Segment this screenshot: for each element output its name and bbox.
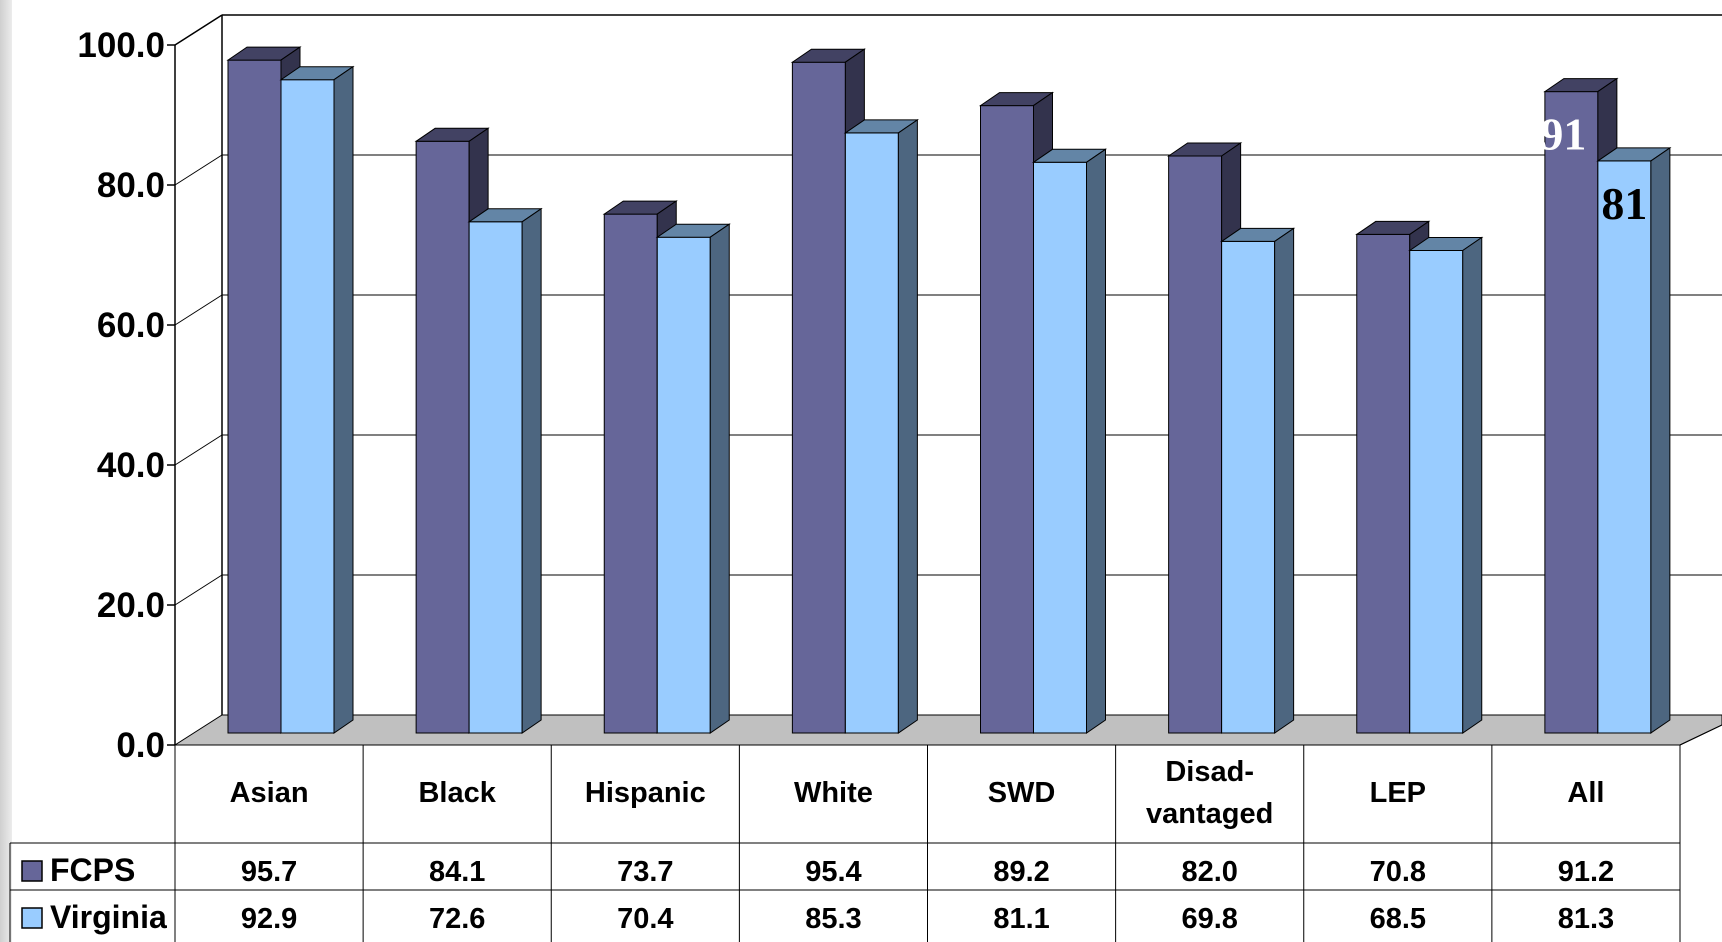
table-cell-value: 95.4 (805, 856, 861, 888)
y-gridline-diagonal (174, 154, 223, 186)
y-gridline-diagonal (174, 14, 223, 46)
table-cell-value: 81.1 (993, 903, 1049, 935)
table-cell-value: 68.5 (1370, 903, 1426, 935)
y-tick-label: 0.0 (116, 726, 165, 765)
bar-virginia-front (1597, 160, 1652, 734)
slide-edge-shading (0, 0, 12, 942)
bar-virginia-front (844, 132, 899, 734)
table-cell-value: 82.0 (1181, 856, 1237, 888)
bar-virginia-side (521, 207, 542, 734)
bar-virginia-side (333, 65, 354, 734)
y-gridline-diagonal (174, 434, 223, 466)
bar-virginia-side (1086, 148, 1106, 734)
bar-virginia-side (897, 118, 918, 734)
y-tick-label: 60.0 (97, 306, 165, 345)
bar-annotation: 91 (1540, 109, 1586, 160)
y-tick-label: 20.0 (97, 586, 165, 625)
bar-virginia-side (1274, 227, 1295, 734)
bar-fcps-front (227, 59, 282, 734)
bar-fcps-front (415, 140, 470, 734)
x-category-label: Asian (230, 777, 309, 809)
x-category-label: Disad-vantaged (1146, 756, 1273, 830)
x-category-label: White (794, 777, 873, 809)
bar-virginia-front (1033, 161, 1087, 734)
table-line (1679, 724, 1722, 746)
y-tick-label: 100.0 (77, 26, 165, 65)
legend-label-fcps: FCPS (50, 852, 135, 888)
x-category-label: All (1567, 777, 1604, 809)
table-cell-value: 73.7 (617, 856, 673, 888)
bar-fcps-front (980, 105, 1034, 734)
bar-fcps-front (603, 213, 658, 734)
bar-virginia-front (280, 79, 335, 734)
bar-virginia-side (1650, 146, 1671, 734)
table-cell-value: 69.8 (1181, 903, 1237, 935)
bar-virginia-front (1409, 250, 1464, 734)
bar-virginia-side (1462, 236, 1483, 734)
legend-label-virginia: Virginia (50, 899, 167, 935)
table-cell-value: 95.7 (241, 856, 297, 888)
table-cell-value: 72.6 (429, 903, 485, 935)
bar-virginia-front (1221, 240, 1276, 734)
y-gridline-diagonal (174, 294, 223, 326)
legend-swatch-fcps (21, 860, 43, 882)
y-tick-label: 40.0 (97, 446, 165, 485)
bar-annotation: 81 (1601, 178, 1647, 229)
table-cell-value: 89.2 (993, 856, 1049, 888)
y-gridline-diagonal (174, 574, 223, 606)
bar-virginia-front (468, 221, 523, 734)
y-tick-label: 80.0 (97, 166, 165, 205)
table-cell-value: 85.3 (805, 903, 861, 935)
x-category-label: Hispanic (585, 777, 706, 809)
bar-fcps-front (1356, 233, 1411, 734)
x-category-label: SWD (988, 777, 1056, 809)
bar-virginia-side (709, 223, 730, 734)
table-cell-value: 70.4 (617, 903, 673, 935)
table-cell-value: 81.3 (1558, 903, 1614, 935)
table-cell-value: 91.2 (1558, 856, 1614, 888)
x-category-label: Black (418, 777, 496, 809)
x-category-label: LEP (1370, 777, 1426, 809)
bar-fcps-front (791, 61, 846, 734)
bar-fcps-front (1168, 155, 1223, 734)
table-cell-value: 70.8 (1370, 856, 1426, 888)
chart-floor (173, 714, 1722, 746)
table-cell-value: 92.9 (241, 903, 297, 935)
bar-fcps-front (1544, 91, 1599, 734)
bar-virginia-front (656, 236, 711, 734)
legend-swatch-virginia (21, 907, 43, 929)
table-cell-value: 84.1 (429, 856, 485, 888)
